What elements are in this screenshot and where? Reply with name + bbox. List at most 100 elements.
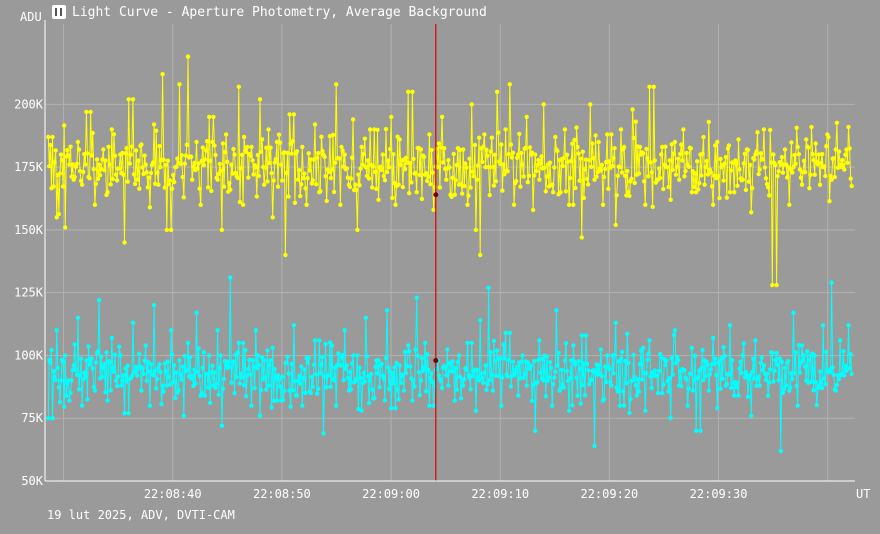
- series-1-point: [483, 165, 488, 170]
- series-1-point: [470, 169, 475, 174]
- series-1-point: [272, 160, 277, 165]
- series-2-point: [536, 357, 541, 363]
- series-1-point: [511, 202, 517, 207]
- x-axis-label: UT: [856, 487, 870, 501]
- series-2-point: [79, 403, 85, 408]
- series-2-point: [238, 371, 244, 377]
- series-2-point: [393, 406, 398, 411]
- series-2-point: [563, 341, 569, 346]
- series-1-point: [520, 162, 525, 167]
- series-2-point: [699, 366, 704, 371]
- series-1-point: [533, 152, 538, 157]
- series-1-point: [666, 184, 671, 190]
- series-1-point: [236, 84, 241, 90]
- series-1-point: [303, 186, 308, 191]
- series-2-point: [160, 383, 165, 388]
- series-2-point: [615, 389, 620, 394]
- series-2-point: [83, 374, 88, 380]
- series-1-point: [105, 190, 110, 195]
- series-2-point: [367, 378, 373, 383]
- series-2-point: [711, 361, 717, 367]
- series-2-point: [71, 363, 76, 368]
- series-1-point: [178, 161, 183, 167]
- series-2-point: [544, 354, 550, 359]
- series-1-point: [407, 191, 412, 196]
- series-2-point: [470, 374, 475, 379]
- series-1-point: [542, 165, 547, 170]
- series-1-point: [125, 179, 130, 184]
- series-2-point: [619, 349, 625, 355]
- series-1-point: [163, 162, 168, 168]
- series-1-point: [506, 151, 511, 157]
- series-2-point: [185, 340, 191, 346]
- series-1-point: [703, 164, 708, 170]
- series-1-point: [510, 150, 516, 155]
- series-1-point: [547, 160, 553, 165]
- series-2-point: [212, 370, 217, 375]
- series-1-point: [245, 144, 250, 150]
- series-1-point: [588, 102, 593, 107]
- series-2-point: [306, 355, 311, 361]
- series-2-point: [778, 448, 783, 454]
- series-2-point: [444, 373, 449, 378]
- series-1-point: [143, 162, 148, 167]
- series-2-point: [150, 373, 156, 378]
- series-2-point: [528, 363, 534, 368]
- series-2-point: [652, 368, 657, 373]
- series-1-point: [632, 180, 637, 186]
- series-2-point: [849, 371, 854, 377]
- series-1-point: [130, 97, 136, 102]
- series-1-point: [316, 150, 321, 156]
- series-1-point: [204, 139, 210, 144]
- series-2-point: [790, 376, 795, 382]
- series-1-point: [649, 170, 654, 175]
- series-1-point: [437, 185, 443, 190]
- series-2-point: [578, 401, 583, 406]
- series-1-point: [338, 202, 343, 207]
- series-1-point: [741, 161, 746, 166]
- series-1-point: [161, 157, 166, 162]
- series-2-point: [672, 328, 678, 333]
- series-1-point: [523, 145, 528, 150]
- series-2-point: [611, 371, 616, 376]
- series-1-point: [342, 152, 347, 157]
- series-1-point: [408, 160, 413, 166]
- series-2-point: [392, 365, 397, 370]
- series-2-point: [425, 352, 430, 357]
- series-2-point: [66, 378, 71, 383]
- series-2-point: [151, 303, 157, 308]
- series-2-point: [99, 354, 104, 359]
- series-1-point: [323, 174, 328, 179]
- series-1-point: [312, 122, 318, 127]
- series-1-point: [385, 158, 391, 163]
- series-1-point: [561, 155, 566, 161]
- series-1-point: [373, 169, 378, 175]
- series-2-point: [728, 385, 734, 391]
- series-2-point: [187, 355, 193, 360]
- series-1-point: [271, 178, 276, 183]
- series-1-point: [474, 177, 480, 182]
- series-1-point: [59, 158, 65, 163]
- series-2-point: [413, 347, 418, 352]
- series-1-point: [292, 200, 298, 205]
- series-1-point: [389, 114, 394, 120]
- series-1-point: [494, 89, 500, 95]
- series-2-point: [93, 360, 99, 365]
- series-2-point: [195, 369, 200, 374]
- series-1-point: [189, 154, 194, 159]
- series-2-point: [524, 383, 529, 388]
- series-1-point: [529, 150, 535, 155]
- series-2-point: [661, 382, 666, 387]
- series-2-point: [253, 328, 258, 333]
- series-1-point: [410, 89, 415, 95]
- series-1-point: [463, 161, 468, 166]
- series-2-point: [147, 403, 153, 408]
- series-1-point: [760, 157, 765, 162]
- series-2-point: [836, 376, 842, 382]
- series-2-point: [792, 371, 797, 376]
- series-1-point: [669, 142, 674, 147]
- series-2-point: [559, 367, 564, 373]
- series-2-point: [774, 350, 779, 356]
- series-2-point: [217, 366, 222, 371]
